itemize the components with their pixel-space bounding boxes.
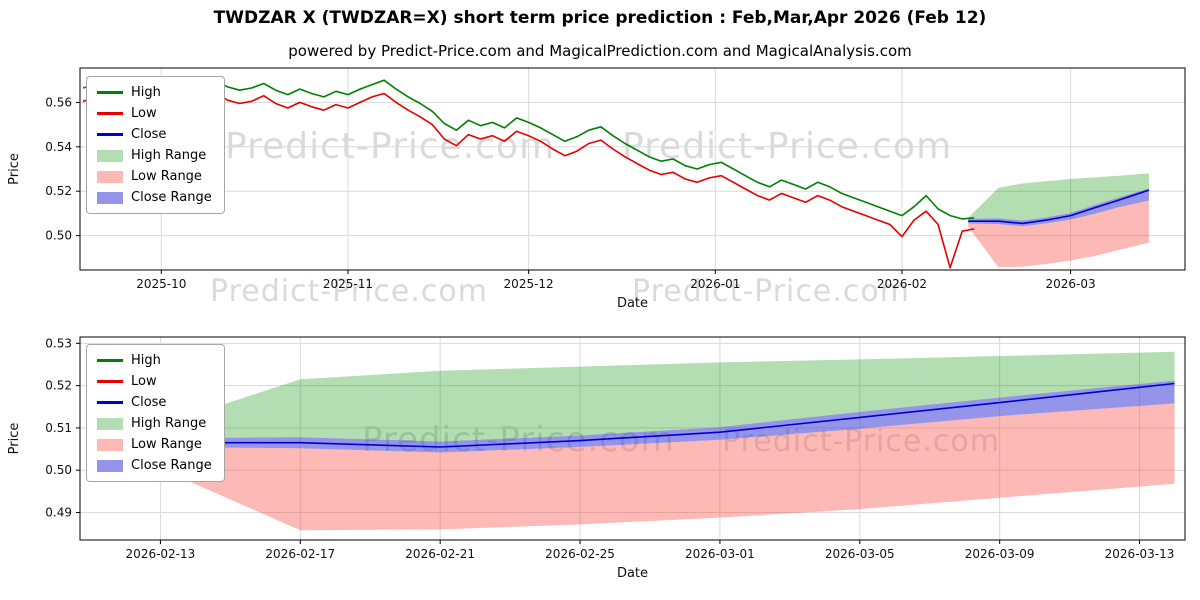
legend-item-label: Low (131, 106, 157, 121)
legend-item-label: Close Range (131, 458, 212, 473)
low-line-swatch (97, 112, 123, 115)
y-axis-label: Price (7, 153, 22, 185)
legend-item-high: High (97, 84, 212, 101)
y-tick-label: 0.53 (45, 336, 72, 350)
legend-item-label: Low Range (131, 437, 202, 452)
legend-item-label: High (131, 85, 161, 100)
high-line-swatch (97, 91, 123, 94)
close-range-swatch (97, 459, 123, 472)
legend-item-label: High (131, 353, 161, 368)
low-range-swatch (97, 170, 123, 183)
x-tick-label: 2026-03 (1046, 277, 1096, 291)
y-tick-label: 0.50 (45, 229, 72, 243)
legend-item-label: Low Range (131, 169, 202, 184)
high-range-band (125, 351, 1175, 442)
legend-item-low: Low (97, 373, 212, 390)
x-tick-label: 2025-12 (504, 277, 554, 291)
x-tick-label: 2026-03-01 (685, 547, 755, 561)
close-line (968, 189, 1150, 225)
legend-item-close: Close (97, 126, 212, 143)
high-range-swatch (97, 417, 123, 430)
top-chart-legend: High Low Close High Range Low Range Clos… (86, 76, 225, 214)
legend-item-high: High (97, 352, 212, 369)
legend-item-label: Low (131, 374, 157, 389)
close-line (125, 382, 1175, 448)
legend-item-label: High Range (131, 148, 207, 163)
x-tick-label: 2026-01 (690, 277, 740, 291)
y-tick-label: 0.49 (45, 506, 72, 520)
low-range-band (968, 200, 1149, 268)
x-tick-label: 2026-03-05 (825, 547, 895, 561)
bottom-price-chart: 2026-02-13 2026-02-17 2026-02-21 2026-02-25… (7, 336, 1186, 581)
plot-border (79, 67, 1186, 271)
x-tick-label: 2026-02-21 (405, 547, 475, 561)
high-line (82, 79, 975, 220)
close-line-swatch (97, 133, 123, 136)
x-tick-label: 2026-02 (877, 277, 927, 291)
x-tick-label: 2025-10 (136, 277, 186, 291)
low-line-swatch (97, 380, 123, 383)
legend-item-label: High Range (131, 416, 207, 431)
top-price-chart: 2025-10 2025-11 2025-12 2026-01 2026-02 2026-… (7, 67, 1186, 311)
close-range-swatch (97, 191, 123, 204)
legend-item-label: Close (131, 127, 167, 142)
plot-border (79, 336, 1186, 541)
legend-item-close: Close (97, 394, 212, 411)
legend-item-low-range: Low Range (97, 436, 212, 453)
x-tick-label: 2026-03-09 (965, 547, 1035, 561)
bottom-chart-legend: High Low Close High Range Low Range Clos… (86, 344, 225, 482)
low-range-band (125, 403, 1175, 531)
chart-title: TWDZAR X (TWDZAR=X) short term price pre… (213, 8, 987, 28)
close-line-swatch (97, 401, 123, 404)
y-tick-label: 0.50 (45, 463, 72, 477)
y-tick-label: 0.52 (45, 379, 72, 393)
high-line-swatch (97, 359, 123, 362)
y-axis-label: Price (7, 423, 22, 455)
y-tick-label: 0.56 (45, 95, 72, 109)
y-tick-label: 0.51 (45, 421, 72, 435)
legend-item-close-range: Close Range (97, 457, 212, 474)
low-range-swatch (97, 438, 123, 451)
legend-item-low-range: Low Range (97, 168, 212, 185)
legend-item-high-range: High Range (97, 415, 212, 432)
close-range-band (125, 380, 1175, 453)
legend-item-close-range: Close Range (97, 189, 212, 206)
x-tick-label: 2026-02-17 (265, 547, 335, 561)
x-tick-label: 2026-03-13 (1105, 547, 1175, 561)
x-tick-label: 2025-11 (323, 277, 373, 291)
x-tick-label: 2026-02-25 (545, 547, 615, 561)
chart-subtitle: powered by Predict-Price.com and Magical… (288, 42, 912, 60)
x-axis-label: Date (617, 296, 648, 311)
legend-item-label: Close Range (131, 190, 212, 205)
close-range-band (968, 188, 1149, 227)
high-range-band (968, 173, 1149, 221)
legend-item-label: Close (131, 395, 167, 410)
x-axis-label: Date (617, 566, 648, 581)
low-line (82, 91, 975, 269)
x-tick-label: 2026-02-13 (126, 547, 196, 561)
legend-item-low: Low (97, 105, 212, 122)
high-range-swatch (97, 149, 123, 162)
y-tick-label: 0.52 (45, 184, 72, 198)
y-tick-label: 0.54 (45, 140, 72, 154)
legend-item-high-range: High Range (97, 147, 212, 164)
